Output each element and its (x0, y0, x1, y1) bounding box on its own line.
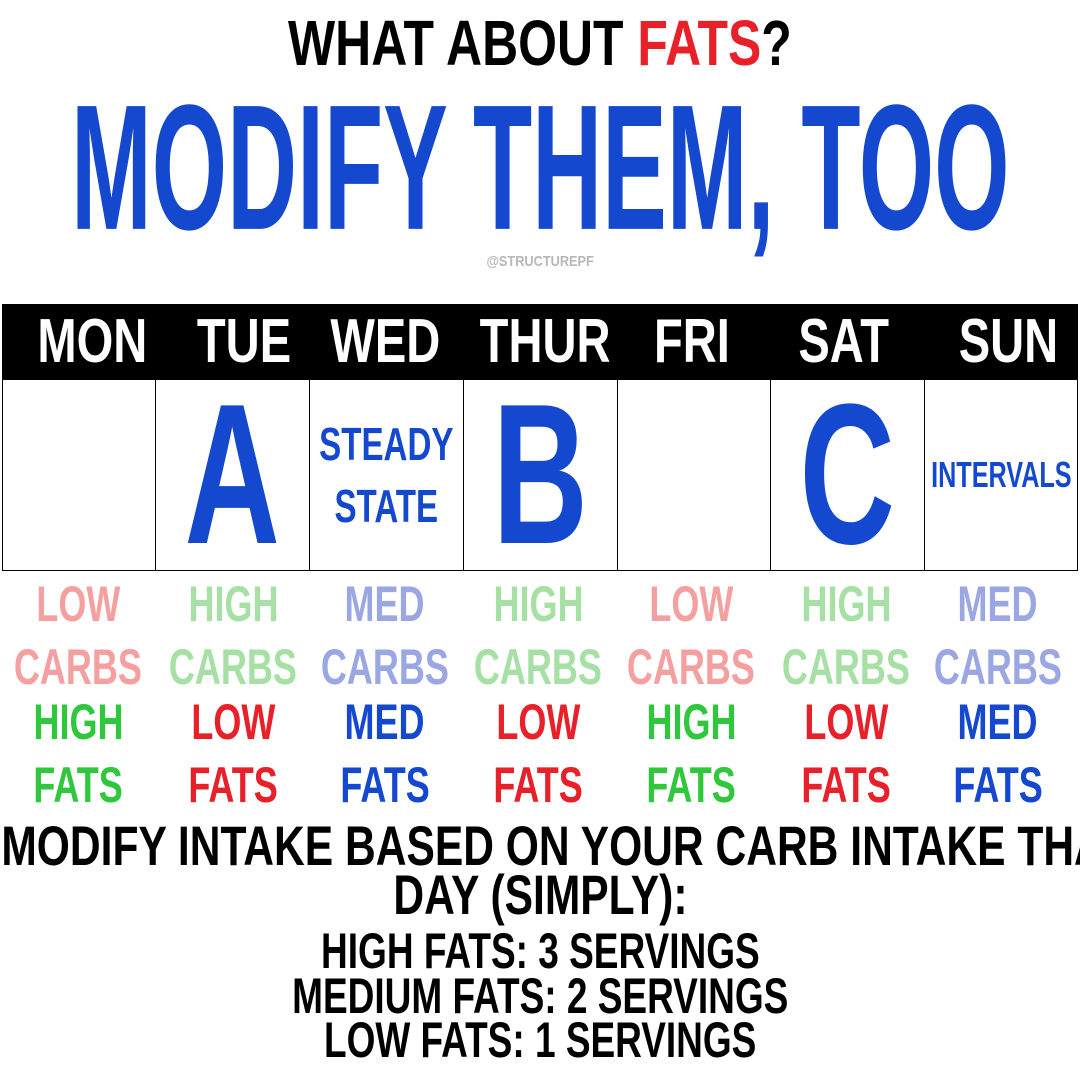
headline: MODIFY THEM, TOO (0, 67, 1080, 268)
fats-level-sat: LOW (804, 694, 888, 750)
carbs-level-tue: HIGH (188, 576, 278, 632)
workout-cell-sat: C (770, 375, 925, 575)
carbs-level-wed: MED (344, 576, 425, 632)
day-header-wed: WED (330, 307, 440, 376)
workout-label: B (492, 363, 589, 586)
fats-word-thur: FATS (493, 757, 583, 813)
day-header-row: MON TUE WED THUR FRI SAT SUN (2, 304, 1078, 379)
day-header-tue: TUE (196, 307, 292, 376)
workout-cell-sun: INTERVALS (924, 379, 1078, 571)
workout-label: C (799, 363, 896, 586)
carbs-word-thur: CARBS (474, 639, 603, 695)
fats-word-tue: FATS (188, 757, 278, 813)
carbs-word-sat: CARBS (782, 639, 911, 695)
day-header-sat: SAT (798, 307, 890, 376)
fats-word-wed: FATS (340, 757, 430, 813)
carbs-level-thur: HIGH (493, 576, 583, 632)
day-header-thur: THUR (479, 307, 611, 376)
headline-text: MODIFY THEM, TOO (70, 67, 1010, 268)
fats-level-mon: HIGH (33, 694, 123, 750)
carbs-level-sat: HIGH (801, 576, 891, 632)
workout-cell-tue: A (155, 375, 310, 575)
carbs-level-sun: MED (957, 576, 1038, 632)
workout-cell-fri (617, 379, 771, 571)
carbs-word-sun: CARBS (934, 639, 1063, 695)
fats-word-fri: FATS (646, 757, 736, 813)
day-header-fri: FRI (654, 307, 730, 376)
workout-label: A (184, 363, 281, 586)
carbs-word-tue: CARBS (169, 639, 298, 695)
fats-word-sat: FATS (801, 757, 891, 813)
fats-level-thur: LOW (496, 694, 580, 750)
workout-cell-wed: STEADY STATE (309, 379, 464, 571)
serving-medium-fats: MEDIUM FATS: 2 SERVINGS (291, 968, 789, 1024)
fats-level-fri: HIGH (646, 694, 736, 750)
fats-word-mon: FATS (33, 757, 123, 813)
fats-level-sun: MED (957, 694, 1038, 750)
title-suffix: ? (761, 7, 792, 79)
handle-text: @STRUCTUREPF (486, 252, 594, 270)
title-line: WHAT ABOUT FATS? (0, 2, 1080, 84)
instruction-line-2: DAY (SIMPLY): (392, 862, 688, 926)
instruction-line-1: 6) MODIFY INTAKE BASED ON YOUR CARB INTA… (0, 813, 1080, 877)
title-highlight-fats: FATS (637, 7, 762, 79)
handle: @STRUCTUREPF (0, 251, 1080, 271)
carbs-level-fri: LOW (649, 576, 733, 632)
serving-low-fats: LOW FATS: 1 SERVINGS (323, 1012, 757, 1068)
fats-word-sun: FATS (953, 757, 1043, 813)
carbs-word-mon: CARBS (14, 639, 143, 695)
carbs-level-mon: LOW (36, 576, 120, 632)
serving-high-fats: HIGH FATS: 3 SERVINGS (320, 923, 760, 979)
workout-label: STEADY STATE (319, 417, 454, 532)
carbs-word-wed: CARBS (321, 639, 450, 695)
carbs-word-fri: CARBS (627, 639, 756, 695)
fats-level-wed: MED (344, 694, 425, 750)
workout-row: A STEADY STATE B C INTERVALS (2, 375, 1078, 575)
fats-level-tue: LOW (191, 694, 275, 750)
title-prefix: WHAT ABOUT (288, 7, 638, 79)
day-header-sun: SUN (958, 307, 1058, 376)
workout-cell-mon (2, 379, 156, 571)
day-header-mon: MON (37, 307, 147, 376)
workout-cell-thur: B (463, 375, 618, 575)
workout-label: INTERVALS (930, 454, 1072, 495)
weekly-schedule-table: MON TUE WED THUR FRI SAT SUN A STEADY STATE B C IN… (2, 304, 1078, 575)
